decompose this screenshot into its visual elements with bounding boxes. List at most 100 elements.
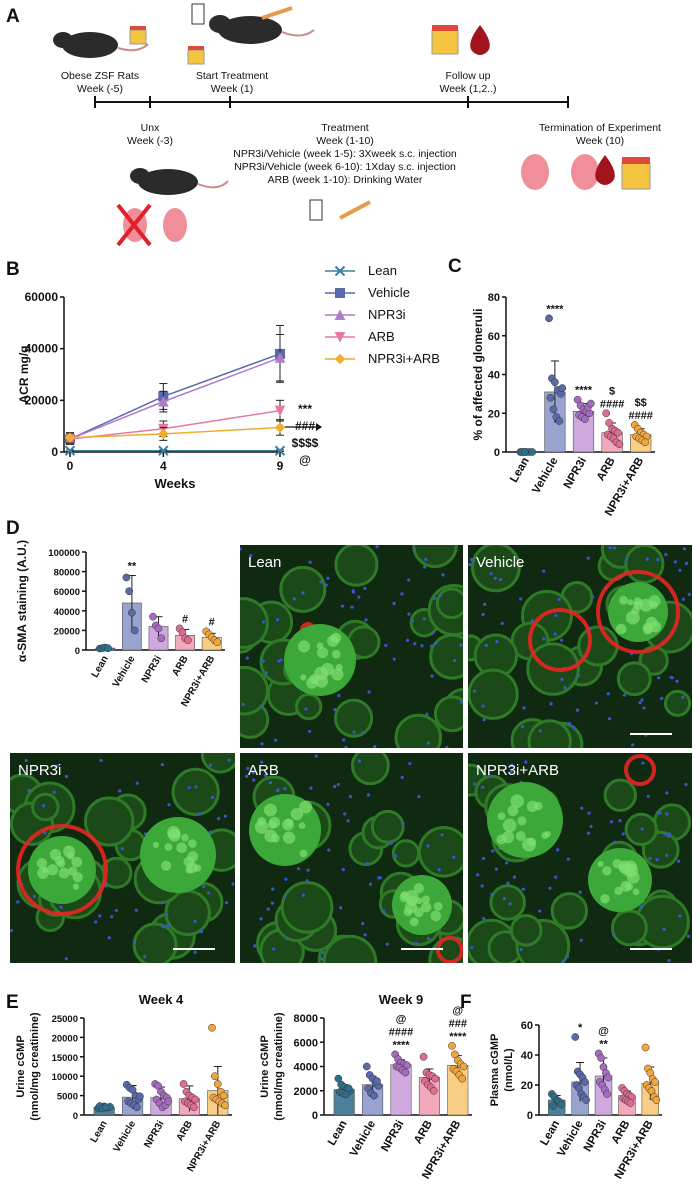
glomerulus-detail [257,817,267,826]
nucleus [591,595,595,599]
nucleus [420,644,424,648]
nucleus [640,698,644,702]
kidney-icon [521,154,599,190]
nucleus [519,597,523,601]
glomerulus-detail [188,839,197,848]
nucleus [639,905,643,909]
nucleus [27,788,31,792]
significance-label: **** [392,1039,410,1051]
nucleus [314,754,318,758]
legend-label: NPR3i [368,307,406,322]
nucleus [665,791,669,795]
y-tick-label: 15000 [52,1053,78,1064]
tubule [550,892,589,930]
glomerulus-detail [502,818,517,833]
micrograph-label: Lean [248,554,281,571]
data-point [641,438,649,447]
nucleus [452,855,456,859]
y-tick-label: 5000 [57,1092,78,1103]
data-point [402,1061,411,1070]
nucleus [270,901,274,905]
nucleus [266,907,270,911]
y-tick-label: 20000 [25,393,59,407]
nucleus [120,847,124,851]
nucleus [553,632,557,636]
nucleus [407,612,411,616]
legend-marker [334,353,346,365]
significance-label: **** [575,385,593,397]
glomerulus-detail [625,882,634,891]
nucleus [425,712,429,716]
nucleus [336,782,340,787]
data-point [614,428,622,437]
nucleus [655,857,659,862]
glomerulus-detail [298,640,311,653]
nucleus [426,741,430,745]
y-tick-label: 40 [488,370,500,382]
tubule [132,922,178,963]
timeline-text: Follow up [446,70,491,82]
nucleus [32,894,37,899]
nucleus [481,704,485,708]
nucleus [268,781,272,785]
data-point [373,1077,381,1085]
glomerulus-detail [331,649,341,659]
glomerulus-detail [167,825,180,839]
nucleus [572,725,576,730]
nucleus [575,708,580,712]
nucleus [678,568,682,573]
nucleus [606,692,610,696]
nucleus [326,576,330,580]
nucleus [524,760,528,764]
glomerulus-detail [633,600,643,610]
nucleus [375,545,379,549]
nucleus [664,853,669,857]
nucleus [417,795,421,799]
significance-label: @ [598,1026,609,1038]
nucleus [241,702,245,706]
micrograph-label: NPR3i [18,762,61,779]
nucleus [483,602,487,606]
timeline-text: NPR3i/Vehicle (week 1-5): 3Xweek s.c. in… [233,148,457,160]
nucleus [684,561,689,566]
nucleus [10,928,13,933]
glomerulus-detail [615,623,627,635]
nucleus [208,830,212,834]
nucleus [484,643,488,647]
y-tick-label: 20 [521,1080,533,1092]
tubule [334,698,374,738]
glomerulus-detail [602,866,612,876]
nucleus [460,700,463,704]
glomerulus-detail [47,864,59,876]
nucleus [187,785,191,790]
x-tick-label: 4 [160,459,167,473]
tubule [370,809,405,844]
tubule [171,767,220,816]
y-tick-label: 100000 [48,548,80,559]
nucleus [493,576,497,580]
syringe-icon [339,200,371,220]
significance-label: #### [600,398,624,410]
y-tick-label: 10000 [52,1072,78,1083]
legend-marker [335,288,345,298]
nucleus [673,560,677,564]
timeline-text: Week (-5) [77,83,123,95]
data-point [164,1097,173,1106]
nucleus [227,758,231,762]
nucleus [272,947,276,951]
glomerulus-detail [71,856,83,868]
timeline-text: Week (-3) [127,135,173,147]
sma-stain [596,570,680,654]
nucleus [660,696,664,700]
nucleus [193,950,197,954]
nucleus [567,721,571,726]
glomerulus-detail [299,800,313,814]
nucleus [472,689,477,693]
nucleus [521,887,525,891]
nucleus [557,597,561,602]
nucleus [667,958,671,963]
data-point [528,448,537,456]
legend-marker [334,332,346,343]
data-point [604,1073,613,1082]
nucleus [459,643,463,647]
